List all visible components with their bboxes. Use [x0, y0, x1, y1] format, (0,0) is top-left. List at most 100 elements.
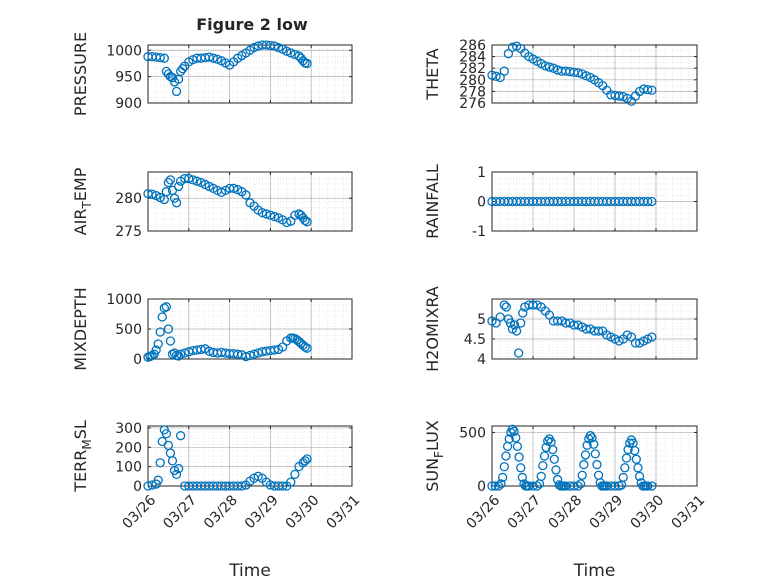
data-point [269, 345, 280, 355]
data-point [643, 481, 653, 491]
data-point [163, 324, 174, 334]
data-point [538, 460, 548, 471]
y-tick-label: 950 [115, 70, 142, 86]
data-point [592, 459, 602, 470]
data-point [580, 450, 591, 460]
data-point [161, 429, 172, 439]
y-axis-label-part: TERR [71, 450, 90, 493]
data-point [552, 316, 563, 326]
data-point [511, 433, 521, 443]
y-axis-label-part: SL [71, 420, 90, 439]
data-point [573, 481, 583, 491]
data-point [569, 320, 579, 330]
y-tick-label: 0 [133, 479, 142, 495]
data-point [175, 349, 186, 359]
data-point [518, 308, 528, 318]
data-point [265, 210, 276, 220]
data-point [499, 462, 509, 472]
data-point [581, 324, 591, 334]
data-point [499, 66, 509, 76]
y-axis-label-part: SUN [423, 458, 442, 492]
data-point [173, 181, 184, 192]
data-point [290, 469, 300, 480]
data-point [623, 444, 633, 455]
y-axis-label-part: EMP [71, 167, 90, 201]
x-axis-label: Time [228, 561, 271, 581]
data-point [504, 434, 514, 444]
data-point [302, 217, 312, 227]
data-point [153, 475, 163, 485]
y-tick-label: 276 [459, 96, 486, 112]
data-point [257, 207, 267, 218]
data-point [514, 452, 524, 462]
data-point [155, 458, 165, 468]
data-point [503, 49, 514, 59]
data-point [178, 64, 188, 74]
axes-box [491, 298, 698, 360]
y-tick-label: 200 [115, 440, 142, 456]
axes-box [147, 171, 353, 232]
data-point [171, 198, 182, 208]
data-point [269, 41, 280, 51]
data-point [501, 302, 512, 312]
y-axis-label: TERRMSL [71, 420, 94, 493]
data-point [229, 183, 239, 194]
data-point [282, 217, 292, 228]
data-point [634, 471, 645, 482]
data-point [577, 69, 587, 79]
data-point [647, 332, 657, 342]
y-axis-label-part: LUX [423, 420, 442, 451]
data-point [212, 54, 223, 64]
y-tick-label: 280 [115, 191, 142, 207]
y-tick-label: 1 [477, 165, 486, 181]
data-point [528, 300, 538, 310]
data-point [495, 312, 505, 322]
y-tick-label: 1000 [106, 292, 142, 308]
y-tick-label: 100 [115, 460, 142, 476]
data-point [165, 336, 176, 346]
data-point [621, 453, 632, 463]
data-point [147, 189, 157, 199]
data-point [153, 339, 163, 349]
data-point [245, 350, 255, 361]
data-point [575, 479, 586, 489]
y-tick-label: 4 [477, 352, 486, 368]
x-axis-label: Time [573, 561, 616, 581]
data-point [577, 470, 587, 480]
data-point [512, 441, 523, 452]
data-point [155, 327, 165, 337]
data-point [167, 73, 178, 83]
data-point [237, 481, 247, 491]
data-point [487, 481, 497, 491]
data-point [208, 53, 218, 63]
data-point [159, 303, 169, 313]
data-point [590, 449, 600, 459]
y-tick-label: 280 [459, 73, 486, 89]
data-point [487, 70, 497, 80]
data-point [204, 52, 214, 62]
data-point [233, 349, 243, 359]
data-point [490, 481, 500, 491]
data-point [516, 318, 526, 328]
data-point [618, 91, 628, 102]
y-tick-label: 900 [115, 96, 142, 112]
figure-title: Figure 2 low [196, 15, 308, 34]
data-point [548, 444, 558, 455]
data-point [507, 424, 518, 434]
y-axis-label: SUNFLUX [423, 420, 446, 492]
data-point [498, 472, 508, 483]
data-point [286, 48, 296, 58]
data-point [548, 63, 559, 73]
y-tick-label: 282 [459, 61, 486, 77]
data-point [544, 62, 555, 72]
data-point [161, 302, 172, 312]
data-point [495, 72, 505, 83]
data-point [161, 187, 172, 197]
data-point [496, 479, 506, 489]
y-tick-label: 5 [477, 312, 486, 328]
subplot-mixdepth: 0 500 1000 MIXDEPTH [71, 287, 353, 371]
data-point [163, 177, 174, 188]
data-point [491, 71, 501, 81]
